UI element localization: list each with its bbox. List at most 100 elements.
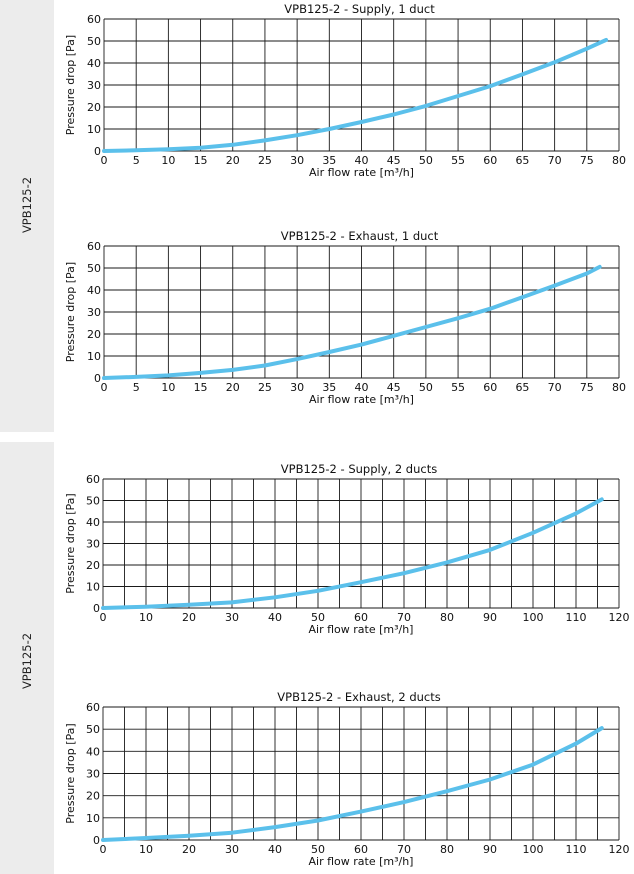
x-tick-label: 40: [268, 611, 282, 624]
y-tick-label: 40: [86, 516, 100, 529]
x-tick-label: 30: [225, 843, 239, 856]
x-tick-label: 30: [290, 154, 304, 167]
x-tick-label: 50: [311, 843, 325, 856]
y-tick-label: 40: [87, 284, 101, 297]
y-tick-label: 10: [87, 350, 101, 363]
x-tick-label: 20: [226, 154, 240, 167]
x-tick-label: 0: [101, 154, 108, 167]
x-tick-label: 120: [609, 843, 630, 856]
chart-title: VPB125-2 - Supply, 1 duct: [284, 2, 435, 16]
y-tick-label: 10: [86, 581, 100, 594]
y-tick-label: 50: [87, 262, 101, 275]
x-tick-label: 50: [311, 611, 325, 624]
x-tick-label: 30: [225, 611, 239, 624]
x-tick-label: 40: [355, 381, 369, 394]
x-tick-label: 120: [609, 611, 630, 624]
y-tick-label: 60: [86, 473, 100, 486]
x-tick-label: 80: [612, 381, 626, 394]
chart-title: VPB125-2 - Exhaust, 1 duct: [281, 229, 439, 243]
y-tick-label: 0: [94, 145, 101, 158]
side-label-1-duct: VPB125-2: [20, 176, 34, 234]
x-tick-label: 60: [354, 843, 368, 856]
y-tick-label: 60: [87, 13, 101, 26]
x-tick-label: 60: [483, 154, 497, 167]
chart-supply-1-duct: VPB125-2 - Supply, 1 duct 0 10 20 30 40 50 60 0 5…: [64, 2, 626, 179]
x-tick-label: 20: [182, 843, 196, 856]
x-tick-label: 55: [451, 381, 465, 394]
chart-title: VPB125-2 - Supply, 2 ducts: [281, 462, 437, 476]
x-tick-label: 10: [139, 611, 153, 624]
y-axis-label: Pressure drop [Pa]: [64, 35, 77, 135]
x-tick-label: 60: [483, 381, 497, 394]
x-tick-label: 50: [419, 381, 433, 394]
x-tick-label: 80: [440, 611, 454, 624]
y-tick-label: 50: [86, 723, 100, 736]
x-tick-label: 70: [548, 154, 562, 167]
x-tick-label: 90: [483, 611, 497, 624]
y-tick-label: 0: [94, 372, 101, 385]
x-tick-label: 30: [290, 381, 304, 394]
y-axis-label: Pressure drop [Pa]: [64, 262, 77, 362]
x-tick-label: 75: [580, 154, 594, 167]
y-tick-label: 30: [86, 538, 100, 551]
x-tick-label: 40: [268, 843, 282, 856]
x-axis-label: Air flow rate [m³/h]: [309, 166, 414, 179]
x-tick-label: 45: [387, 381, 401, 394]
x-tick-label: 20: [226, 381, 240, 394]
x-tick-label: 40: [355, 154, 369, 167]
x-tick-label: 100: [523, 611, 544, 624]
y-tick-label: 20: [87, 328, 101, 341]
series-line: [102, 37, 609, 153]
x-tick-label: 50: [419, 154, 433, 167]
y-tick-label: 20: [86, 790, 100, 803]
series-line: [101, 497, 604, 610]
x-tick-label: 20: [182, 611, 196, 624]
x-tick-label: 75: [580, 381, 594, 394]
x-tick-label: 10: [161, 154, 175, 167]
x-tick-label: 45: [387, 154, 401, 167]
x-tick-label: 0: [100, 611, 107, 624]
side-label-2-ducts: VPB125-2: [20, 632, 34, 690]
x-tick-label: 60: [354, 611, 368, 624]
x-tick-label: 90: [483, 843, 497, 856]
x-tick-label: 25: [258, 154, 272, 167]
y-tick-label: 10: [86, 812, 100, 825]
chart-supply-2-ducts: VPB125-2 - Supply, 2 ducts 0 10 20 30 40 50 60 0…: [64, 462, 630, 636]
y-tick-label: 10: [87, 123, 101, 136]
x-tick-label: 35: [322, 381, 336, 394]
x-tick-label: 80: [612, 154, 626, 167]
x-tick-label: 0: [101, 381, 108, 394]
side-panel-2-ducts: VPB125-2: [0, 442, 54, 874]
y-tick-label: 30: [87, 79, 101, 92]
y-tick-label: 0: [93, 602, 100, 615]
y-axis-label: Pressure drop [Pa]: [64, 723, 77, 823]
x-tick-label: 15: [194, 381, 208, 394]
x-tick-label: 100: [523, 843, 544, 856]
y-tick-label: 30: [87, 306, 101, 319]
x-tick-label: 80: [440, 843, 454, 856]
y-tick-label: 60: [87, 240, 101, 253]
y-tick-label: 40: [86, 745, 100, 758]
y-tick-label: 50: [86, 495, 100, 508]
x-tick-label: 10: [139, 843, 153, 856]
chart-exhaust-2-ducts: VPB125-2 - Exhaust, 2 ducts 0 10 20 30 40 50 60…: [64, 690, 630, 868]
x-tick-label: 35: [322, 154, 336, 167]
x-tick-label: 55: [451, 154, 465, 167]
x-tick-label: 5: [133, 154, 140, 167]
y-tick-label: 20: [87, 101, 101, 114]
x-tick-label: 110: [566, 611, 587, 624]
series-line: [102, 264, 602, 380]
x-tick-label: 65: [515, 154, 529, 167]
x-tick-label: 70: [397, 843, 411, 856]
x-tick-label: 70: [548, 381, 562, 394]
x-tick-label: 110: [566, 843, 587, 856]
x-tick-label: 0: [100, 843, 107, 856]
series-line: [101, 726, 604, 842]
side-panel-1-duct: VPB125-2: [0, 0, 54, 432]
chart-title: VPB125-2 - Exhaust, 2 ducts: [277, 690, 440, 704]
x-tick-label: 10: [161, 381, 175, 394]
y-tick-label: 30: [86, 768, 100, 781]
x-tick-label: 65: [515, 381, 529, 394]
y-tick-label: 50: [87, 35, 101, 48]
x-tick-label: 15: [194, 154, 208, 167]
